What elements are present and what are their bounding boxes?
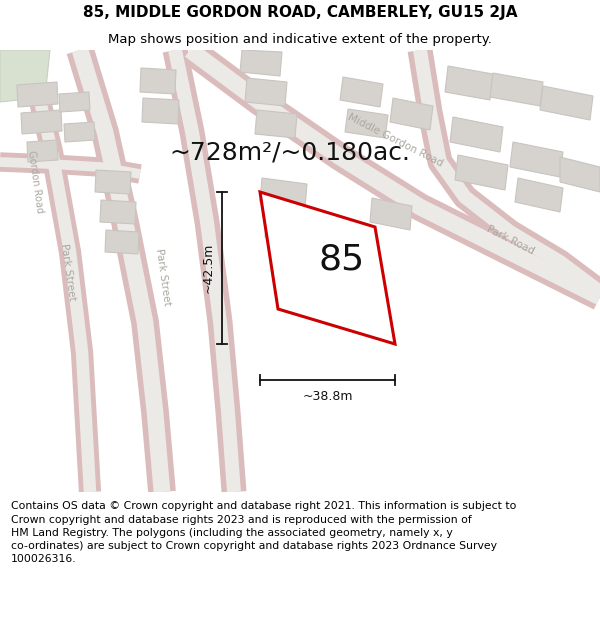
Polygon shape bbox=[0, 50, 50, 102]
Polygon shape bbox=[17, 82, 58, 107]
Polygon shape bbox=[27, 140, 58, 162]
Text: Park Street: Park Street bbox=[154, 248, 172, 306]
Text: Park Road: Park Road bbox=[485, 224, 535, 256]
Polygon shape bbox=[540, 86, 593, 120]
Polygon shape bbox=[260, 178, 307, 208]
Text: Contains OS data © Crown copyright and database right 2021. This information is : Contains OS data © Crown copyright and d… bbox=[11, 501, 516, 564]
Text: Map shows position and indicative extent of the property.: Map shows position and indicative extent… bbox=[108, 32, 492, 46]
Polygon shape bbox=[340, 77, 383, 107]
Text: Park Street: Park Street bbox=[59, 242, 77, 301]
Polygon shape bbox=[370, 198, 412, 230]
Polygon shape bbox=[255, 110, 297, 138]
Polygon shape bbox=[21, 110, 62, 134]
Polygon shape bbox=[100, 200, 136, 224]
Polygon shape bbox=[450, 117, 503, 152]
Polygon shape bbox=[140, 68, 176, 94]
Polygon shape bbox=[245, 78, 287, 106]
Text: Gordon Road: Gordon Road bbox=[26, 150, 44, 214]
Polygon shape bbox=[445, 66, 493, 100]
Polygon shape bbox=[64, 122, 95, 142]
Polygon shape bbox=[95, 170, 131, 194]
Polygon shape bbox=[490, 73, 543, 106]
Polygon shape bbox=[105, 230, 139, 254]
Text: 85: 85 bbox=[319, 243, 365, 277]
Text: Middle Gordon Road: Middle Gordon Road bbox=[346, 112, 444, 168]
Polygon shape bbox=[510, 142, 563, 177]
Polygon shape bbox=[59, 92, 90, 112]
Text: ~42.5m: ~42.5m bbox=[202, 242, 215, 293]
Text: 85, MIDDLE GORDON ROAD, CAMBERLEY, GU15 2JA: 85, MIDDLE GORDON ROAD, CAMBERLEY, GU15 … bbox=[83, 5, 517, 20]
Polygon shape bbox=[390, 98, 433, 130]
Polygon shape bbox=[260, 192, 395, 344]
Polygon shape bbox=[142, 98, 179, 124]
Text: ~38.8m: ~38.8m bbox=[302, 389, 353, 402]
Polygon shape bbox=[240, 50, 282, 76]
Polygon shape bbox=[345, 109, 388, 138]
Polygon shape bbox=[455, 155, 508, 190]
Polygon shape bbox=[560, 157, 600, 192]
Polygon shape bbox=[515, 178, 563, 212]
Polygon shape bbox=[265, 213, 310, 243]
Text: ~728m²/~0.180ac.: ~728m²/~0.180ac. bbox=[170, 140, 410, 164]
